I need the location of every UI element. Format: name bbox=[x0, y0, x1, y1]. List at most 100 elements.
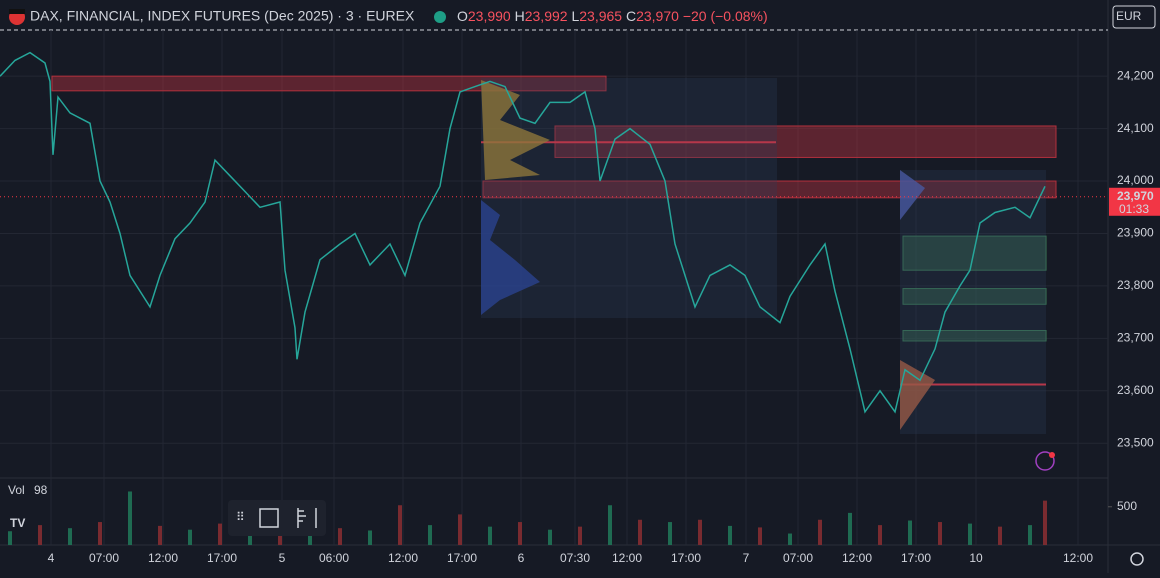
volume-bar bbox=[398, 505, 402, 545]
volume-bar bbox=[218, 523, 222, 545]
volume-bar bbox=[878, 525, 882, 545]
x-tick-label: 12:00 bbox=[148, 551, 178, 565]
x-tick-label: 5 bbox=[279, 551, 286, 565]
volume-bar bbox=[698, 519, 702, 545]
profile-shape bbox=[481, 80, 550, 180]
volume-profile bbox=[481, 78, 1046, 434]
y-tick-label: 23,600 bbox=[1117, 383, 1154, 397]
volume-bar bbox=[1043, 500, 1047, 545]
y-tick-label: 24,000 bbox=[1117, 173, 1154, 187]
plot bbox=[0, 51, 1108, 545]
price-line bbox=[0, 51, 1046, 414]
x-tick-label: 12:00 bbox=[842, 551, 872, 565]
volume-bar bbox=[338, 528, 342, 545]
volume-bar bbox=[818, 519, 822, 545]
volume-bar bbox=[128, 491, 132, 545]
ohlc-value: 23,970 bbox=[636, 8, 679, 24]
profile-area bbox=[481, 78, 777, 318]
profile-shape bbox=[900, 360, 935, 430]
alert-icon[interactable] bbox=[1035, 451, 1055, 471]
profile-shape bbox=[481, 200, 540, 315]
countdown: 01:33 bbox=[1119, 202, 1149, 216]
zone bbox=[902, 235, 1047, 271]
x-tick-label: 17:00 bbox=[447, 551, 477, 565]
ohlc-key: H bbox=[515, 8, 525, 24]
currency-button[interactable] bbox=[1112, 5, 1156, 29]
volume-bar bbox=[998, 526, 1002, 545]
ohlc-key: C bbox=[626, 8, 636, 24]
volume-label: Vol bbox=[8, 483, 25, 497]
ohlc-value: 23,990 bbox=[468, 8, 511, 24]
x-tick-label: 12:00 bbox=[612, 551, 642, 565]
volume-bar bbox=[638, 519, 642, 545]
volume-bar bbox=[968, 523, 972, 545]
ohlc: O23,990 H23,992 L23,965 C23,970 −20 (−0.… bbox=[457, 8, 768, 24]
x-tick-label: 6 bbox=[518, 551, 525, 565]
volume-bar bbox=[428, 525, 432, 545]
x-tick-label: 7 bbox=[743, 551, 750, 565]
volume-bar bbox=[8, 531, 12, 545]
volume-bar bbox=[1028, 525, 1032, 545]
volume-bar bbox=[248, 532, 252, 545]
volume-bar bbox=[728, 525, 732, 545]
volume-bar bbox=[278, 527, 282, 545]
zone bbox=[902, 288, 1047, 305]
rectangle-tool[interactable] bbox=[259, 508, 279, 528]
x-tick-label: 17:00 bbox=[207, 551, 237, 565]
volume-bar bbox=[68, 528, 72, 545]
volume-bar bbox=[488, 526, 492, 545]
volume-bar bbox=[548, 529, 552, 545]
volume-bar bbox=[908, 520, 912, 545]
volume-bar bbox=[158, 525, 162, 545]
x-tick-label: 17:00 bbox=[901, 551, 931, 565]
volume-bar bbox=[848, 512, 852, 545]
logo[interactable]: TV bbox=[10, 516, 25, 530]
x-tick-label: 17:00 bbox=[671, 551, 701, 565]
volume-bar bbox=[98, 522, 102, 545]
x-tick-label: 10 bbox=[969, 551, 983, 565]
x-tick-label: 07:00 bbox=[783, 551, 813, 565]
volume-bar bbox=[578, 526, 582, 545]
volume-tick-label: 500 bbox=[1117, 499, 1137, 513]
volume-bar bbox=[308, 533, 312, 545]
x-tick-label: 06:00 bbox=[319, 551, 349, 565]
last-price-label: 23,970 bbox=[1117, 189, 1154, 203]
x-tick-label: 07:30 bbox=[560, 551, 590, 565]
profile-area bbox=[900, 170, 1046, 434]
volume-bar bbox=[758, 527, 762, 545]
toolbar: ⠿ TV bbox=[10, 451, 1144, 566]
volume-bar bbox=[188, 529, 192, 545]
y-tick-label: 23,500 bbox=[1117, 435, 1154, 449]
alert-dot bbox=[1049, 452, 1055, 458]
volume-bar bbox=[668, 522, 672, 545]
volume-bar bbox=[788, 533, 792, 545]
zone bbox=[902, 330, 1047, 342]
change: −20 (−0.08%) bbox=[683, 8, 768, 24]
settings-icon[interactable] bbox=[1130, 552, 1144, 566]
x-tick-label: 12:00 bbox=[388, 551, 418, 565]
x-tick-label: 12:00 bbox=[1063, 551, 1093, 565]
last-price-box bbox=[1109, 187, 1160, 216]
profile-shape bbox=[900, 170, 925, 220]
flag-icon bbox=[9, 9, 25, 14]
drawing-toolbar bbox=[228, 500, 326, 536]
x-tick-label: 07:00 bbox=[89, 551, 119, 565]
y-tick-label: 24,200 bbox=[1117, 68, 1154, 82]
volume-bar bbox=[38, 525, 42, 545]
symbol: DAX, FINANCIAL, INDEX FUTURES (Dec 2025)… bbox=[30, 8, 415, 24]
volume-bar bbox=[608, 505, 612, 545]
zone bbox=[51, 75, 607, 92]
volume-bar bbox=[938, 522, 942, 545]
header: DAX, FINANCIAL, INDEX FUTURES (Dec 2025)… bbox=[9, 5, 1156, 29]
currency[interactable]: EUR bbox=[1116, 9, 1142, 23]
volume-bar bbox=[458, 514, 462, 545]
ohlc-value: 23,992 bbox=[525, 8, 568, 24]
ohlc-key: L bbox=[571, 8, 579, 24]
ohlc-key: O bbox=[457, 8, 468, 24]
drag-handle[interactable]: ⠿ bbox=[236, 510, 245, 524]
profile-tool[interactable] bbox=[297, 508, 317, 528]
ohlc-value: 23,965 bbox=[579, 8, 622, 24]
x-tick-label: 4 bbox=[48, 551, 55, 565]
